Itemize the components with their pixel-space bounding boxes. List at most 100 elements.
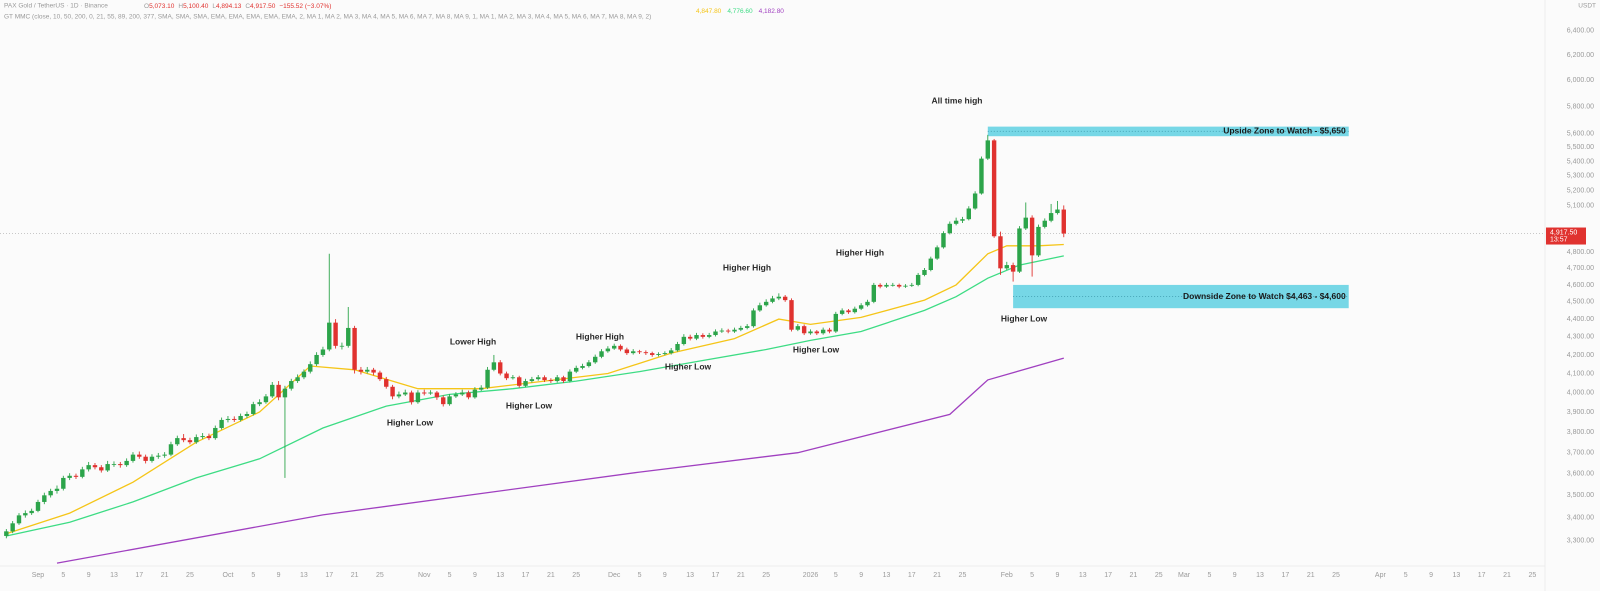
candle-body xyxy=(491,362,497,370)
candle-body xyxy=(643,352,649,354)
candle-body xyxy=(896,284,902,287)
candle-body xyxy=(371,369,376,373)
candle-body xyxy=(143,456,148,461)
symbol: PAX Gold / TetherUS · 1D · Binance xyxy=(4,3,108,10)
candle-body xyxy=(149,456,155,461)
candle-body xyxy=(479,387,484,390)
x-tick-label: 9 xyxy=(473,572,477,579)
candle-body xyxy=(485,369,490,388)
y-tick-label: 4,000.00 xyxy=(1567,389,1594,396)
x-tick-label: 21 xyxy=(351,572,359,579)
y-tick-label: 4,400.00 xyxy=(1567,316,1594,323)
candle-body xyxy=(814,331,820,334)
candle-body xyxy=(1048,213,1054,221)
x-tick-label: 5 xyxy=(1207,572,1211,579)
candle-body xyxy=(86,465,91,470)
candle-body xyxy=(67,475,72,478)
candle-body xyxy=(384,379,389,387)
x-tick-label: 25 xyxy=(186,572,194,579)
candle-body xyxy=(567,371,573,382)
ohlc-key: C xyxy=(245,3,250,10)
candle-body xyxy=(118,464,123,466)
x-tick-label: 25 xyxy=(762,572,770,579)
candle-body xyxy=(124,460,129,466)
x-tick-label: 13 xyxy=(686,572,694,579)
x-tick-label: 17 xyxy=(1281,572,1289,579)
candle-body xyxy=(175,438,180,445)
y-tick-label: 4,300.00 xyxy=(1567,334,1594,341)
x-tick-label: 17 xyxy=(325,572,333,579)
candle-body xyxy=(225,418,231,420)
x-tick-label: Mar xyxy=(1178,572,1191,579)
y-tick-label: 3,700.00 xyxy=(1567,449,1594,456)
candle-body xyxy=(915,274,921,285)
zone-label: Downside Zone to Watch $4,463 - $4,600 xyxy=(1183,291,1346,301)
candle-body xyxy=(263,396,269,403)
y-tick-label: 3,600.00 xyxy=(1567,470,1594,477)
candle-body xyxy=(998,236,1003,269)
change: −155.52 (−3.07%) xyxy=(279,3,331,10)
candle-body xyxy=(327,322,332,350)
candle-body xyxy=(681,336,687,345)
y-tick-label: 5,300.00 xyxy=(1567,173,1594,180)
y-tick-label: 3,900.00 xyxy=(1567,409,1594,416)
x-tick-label: 21 xyxy=(547,572,555,579)
ohlc-key: O xyxy=(144,3,149,10)
x-tick-label: Dec xyxy=(608,572,621,579)
candle-body xyxy=(156,455,161,457)
x-tick-label: 13 xyxy=(883,572,891,579)
x-tick-label: 9 xyxy=(1055,572,1059,579)
candle-body xyxy=(409,392,414,403)
x-tick-label: 21 xyxy=(1503,572,1511,579)
candle-body xyxy=(282,388,288,398)
candle-body xyxy=(529,379,535,382)
candle-body xyxy=(637,351,642,353)
candle-body xyxy=(206,436,212,439)
candle-body xyxy=(662,353,668,355)
x-tick-label: 5 xyxy=(448,572,452,579)
ma-legend-value: 4,776.60 xyxy=(727,8,753,15)
x-tick-label: 17 xyxy=(135,572,143,579)
x-tick-label: 13 xyxy=(1079,572,1087,579)
x-tick-label: 17 xyxy=(522,572,530,579)
candle-body xyxy=(953,220,959,224)
candle-body xyxy=(947,223,952,234)
candle-body xyxy=(187,440,193,443)
candle-body xyxy=(979,158,984,194)
x-tick-label: 17 xyxy=(712,572,720,579)
candle-body xyxy=(789,300,794,330)
candle-body xyxy=(782,296,788,301)
candle-body xyxy=(795,326,801,330)
candle-body xyxy=(137,454,142,457)
candle-body xyxy=(105,464,110,471)
candle-body xyxy=(168,444,174,455)
x-tick-label: 25 xyxy=(1332,572,1340,579)
y-tick-label: 5,400.00 xyxy=(1567,158,1594,165)
x-tick-label: 9 xyxy=(277,572,281,579)
candle-body xyxy=(415,392,421,403)
candle-body xyxy=(213,427,218,439)
candle-body xyxy=(960,219,965,221)
candle-body xyxy=(29,510,34,514)
annotation: Higher High xyxy=(836,247,884,257)
candle-body xyxy=(744,326,750,328)
candle-body xyxy=(92,465,98,468)
candle-body xyxy=(700,335,706,337)
candle-body xyxy=(928,258,933,270)
ohlc-value: 4,894.13 xyxy=(216,3,242,10)
candle-body xyxy=(42,495,47,502)
candle-body xyxy=(1029,217,1035,256)
annotation: Higher High xyxy=(576,331,624,341)
ohlc-key: H xyxy=(178,3,183,10)
price-tag xyxy=(1546,227,1586,245)
candle-body xyxy=(200,436,205,438)
x-tick-label: 25 xyxy=(572,572,580,579)
candle-body xyxy=(314,354,319,365)
candle-body xyxy=(73,475,79,477)
candle-body xyxy=(1023,217,1028,229)
candle-body xyxy=(403,392,408,395)
candle-body xyxy=(54,488,60,491)
candle-body xyxy=(555,377,560,382)
candle-body xyxy=(618,345,623,350)
